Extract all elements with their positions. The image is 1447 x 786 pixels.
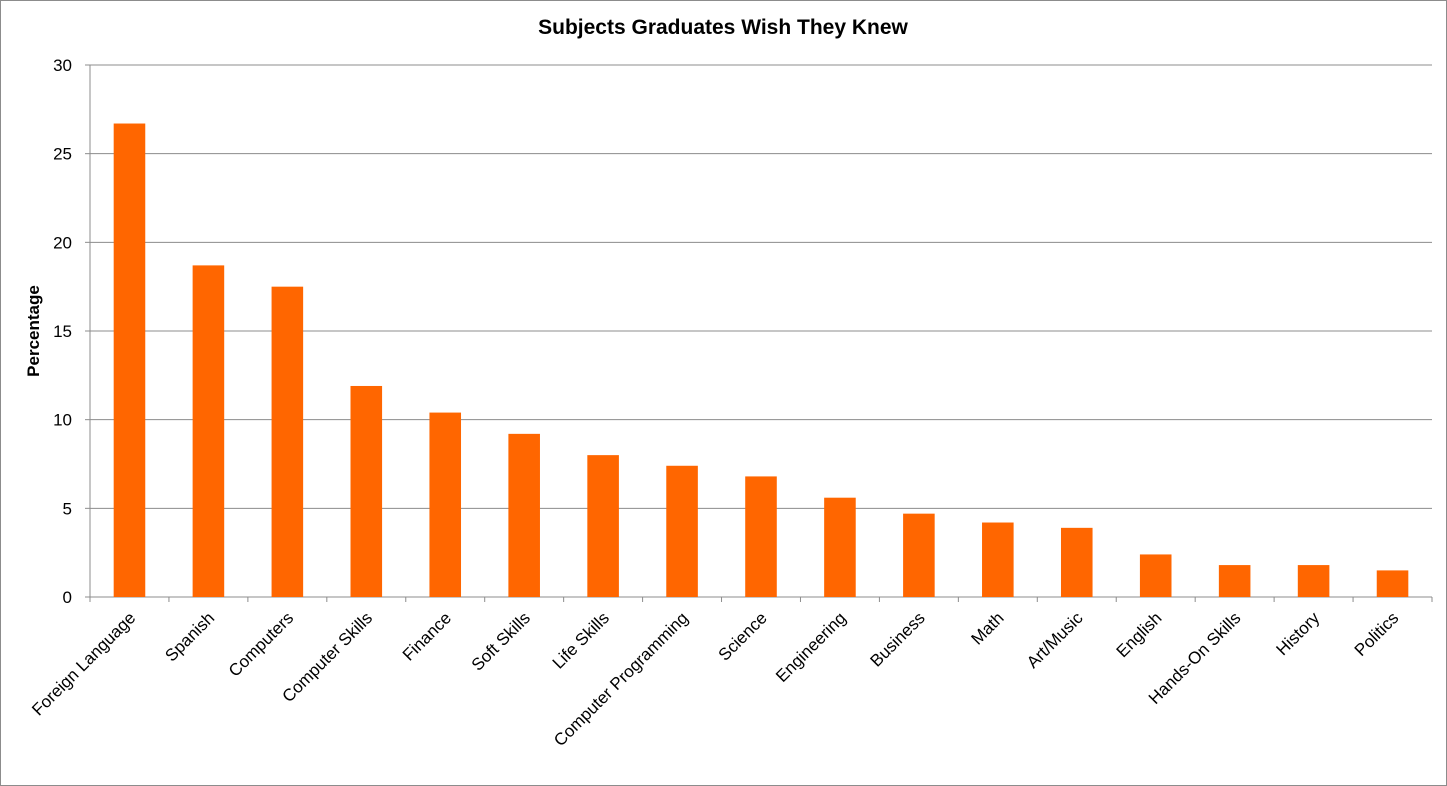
bar: [1376, 570, 1409, 597]
chart-title: Subjects Graduates Wish They Knew: [538, 16, 908, 39]
bar: [824, 497, 856, 597]
y-tick-label: 30: [53, 56, 72, 75]
x-tick-label: Art/Music: [1023, 608, 1087, 672]
bar: [666, 465, 698, 597]
y-tick-label: 5: [63, 499, 72, 518]
y-tick-label: 25: [53, 145, 72, 164]
x-tick-label: Math: [967, 608, 1007, 648]
y-tick-label: 15: [53, 322, 72, 341]
bar: [1139, 554, 1172, 597]
gridlines: [90, 64, 1432, 509]
x-tick-label: Politics: [1351, 608, 1403, 660]
bar: [271, 286, 304, 597]
x-tick-label: Spanish: [161, 608, 218, 665]
bar: [745, 476, 777, 597]
y-tick-label: 0: [63, 588, 72, 607]
x-tick-labels: Foreign Language Spanish Computers Computer…: [28, 608, 1402, 750]
x-tick-label: Engineering: [772, 608, 850, 686]
x-tick-label: Business: [866, 608, 928, 670]
x-tick-label: Life Skills: [549, 608, 613, 672]
bars: [113, 123, 1409, 598]
x-tick-label: History: [1273, 608, 1324, 659]
bar: [508, 433, 540, 597]
bar: [1060, 527, 1093, 597]
x-tick-label: Computers: [225, 608, 297, 680]
y-tick-labels: 0 5 10 15 20 25 30: [53, 56, 72, 607]
y-axis-title: Percentage: [24, 285, 43, 377]
bar: [1218, 565, 1251, 597]
x-tick-label: Foreign Language: [28, 608, 139, 719]
bar: [192, 265, 225, 597]
y-tick-label: 10: [53, 411, 72, 430]
y-tick-label: 20: [53, 233, 72, 252]
bar: [982, 522, 1014, 597]
x-tick-label: Soft Skills: [468, 608, 534, 674]
bar: [1297, 565, 1330, 597]
x-tick-label: Finance: [399, 608, 455, 664]
bar: [903, 513, 935, 597]
x-tick-label: English: [1113, 608, 1166, 661]
bar: [429, 412, 462, 597]
bar: [587, 455, 619, 597]
x-tick-label: Computer Programming: [550, 608, 692, 750]
x-tick-label: Science: [715, 608, 771, 664]
bar: [350, 385, 383, 597]
bar: [113, 123, 146, 598]
